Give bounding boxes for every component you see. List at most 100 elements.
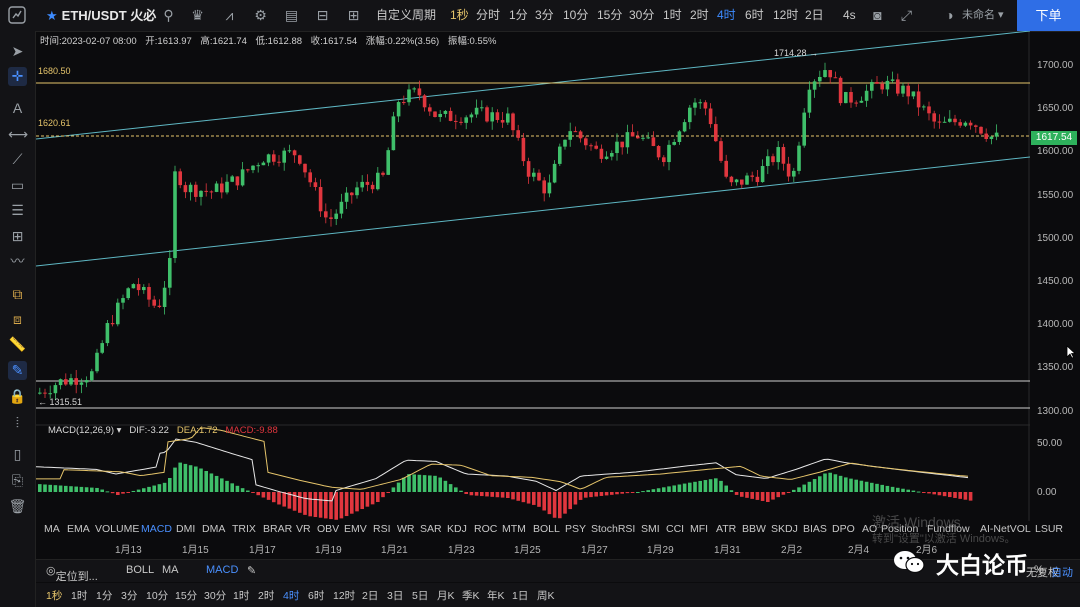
indicator-tab[interactable]: BRAR bbox=[263, 523, 293, 535]
period-tab[interactable]: 1秒 bbox=[450, 8, 469, 22]
bottom-period-tab[interactable]: 3分 bbox=[121, 590, 138, 602]
indicator-tab[interactable]: PSY bbox=[565, 523, 587, 535]
indicator-tab[interactable]: LSUR bbox=[1035, 523, 1064, 535]
drawing-list-icon[interactable]: ⎘ bbox=[11, 472, 24, 488]
bottom-period-tab[interactable]: 年K bbox=[487, 590, 505, 602]
period-tab[interactable]: 2时 bbox=[690, 8, 709, 22]
bottom-period-tab[interactable]: 6时 bbox=[308, 590, 325, 602]
indicator-tab[interactable]: DMI bbox=[176, 523, 196, 535]
period-tab[interactable]: 分时 bbox=[476, 8, 501, 22]
indicator-tab[interactable]: RSI bbox=[373, 523, 391, 535]
indicator-tab[interactable]: BBW bbox=[742, 523, 766, 535]
indicator-tab[interactable]: ATR bbox=[716, 523, 737, 535]
indicator-tab[interactable]: EMA bbox=[67, 523, 90, 535]
indicator-tab[interactable]: StochRSI bbox=[591, 523, 636, 535]
crosshair-icon[interactable]: ✛ bbox=[8, 67, 27, 86]
period-tab[interactable]: 15分 bbox=[597, 8, 623, 22]
wave-tool-icon[interactable]: 〰 bbox=[10, 253, 25, 269]
macd-legend[interactable]: MACD(12,26,9) ▾ DIF:-3.22 DEA:1.72 MACD:… bbox=[48, 425, 278, 436]
indicator-tab[interactable]: DPO bbox=[832, 523, 855, 535]
indicator-tab[interactable]: WR bbox=[397, 523, 415, 535]
lock-icon[interactable]: 🔒 bbox=[8, 388, 27, 404]
indicator-tab[interactable]: DMA bbox=[202, 523, 226, 535]
boll-button[interactable]: BOLL bbox=[126, 564, 155, 576]
indicator-tab[interactable]: Fundflow bbox=[927, 523, 970, 535]
period-tab[interactable]: 30分 bbox=[629, 8, 655, 22]
edit-indicator-icon[interactable]: ✎ bbox=[247, 565, 257, 577]
chart-type-icon[interactable]: ⩘ bbox=[225, 7, 234, 23]
bottom-period-tab[interactable]: 30分 bbox=[204, 590, 227, 602]
symbol-selector[interactable]: ★ ETH/USDT 火必 bbox=[46, 8, 157, 23]
indicator-tab[interactable]: SMI bbox=[641, 523, 660, 535]
indicator-tab[interactable]: VOLUME bbox=[95, 523, 140, 535]
account-icon[interactable]: ◑ bbox=[945, 7, 954, 23]
period-tab[interactable]: 1分 bbox=[509, 8, 528, 22]
order-button[interactable]: 下单 bbox=[1017, 0, 1080, 31]
refresh-interval[interactable]: 4s bbox=[843, 8, 856, 22]
trend-line-icon[interactable]: ⟋ bbox=[12, 151, 23, 167]
settings-gear-icon[interactable]: ⚙ bbox=[254, 7, 267, 23]
favorite-star-icon[interactable]: ★ bbox=[46, 8, 58, 23]
bottom-period-tab[interactable]: 周K bbox=[537, 590, 555, 602]
bottom-period-tab[interactable]: 2时 bbox=[258, 590, 275, 602]
layout-icon[interactable]: ⊟ bbox=[316, 7, 329, 23]
period-tab[interactable]: 2日 bbox=[805, 8, 824, 22]
text-tool-icon[interactable]: A bbox=[12, 100, 23, 116]
bottom-period-tab[interactable]: 15分 bbox=[175, 590, 198, 602]
indicator-tab[interactable]: VR bbox=[296, 523, 311, 535]
indicator-tab[interactable]: CCI bbox=[666, 523, 685, 535]
bottom-period-tab[interactable]: 季K bbox=[462, 590, 480, 602]
bottom-period-tab[interactable]: 5日 bbox=[412, 590, 429, 602]
indicator-tab[interactable]: EMV bbox=[344, 523, 367, 535]
candlestick-chart[interactable] bbox=[36, 31, 1030, 521]
parallel-channel-icon[interactable]: ☰ bbox=[11, 202, 24, 218]
bottom-period-tab[interactable]: 2日 bbox=[362, 590, 379, 602]
bottom-period-tab[interactable]: 1时 bbox=[71, 590, 88, 602]
indicator-tab[interactable]: Position bbox=[881, 523, 919, 535]
grid-layout-icon[interactable]: ⊞ bbox=[347, 7, 360, 23]
bottom-period-tab[interactable]: 4时 bbox=[283, 590, 300, 602]
indicator-tab[interactable]: MFI bbox=[690, 523, 709, 535]
bottom-period-tab[interactable]: 12时 bbox=[333, 590, 356, 602]
bottom-period-tab[interactable]: 1时 bbox=[233, 590, 250, 602]
horizontal-line-icon[interactable]: ⟷ bbox=[8, 126, 29, 142]
bottom-period-tab[interactable]: 1日 bbox=[512, 590, 529, 602]
template-icon[interactable]: ▤ bbox=[284, 7, 299, 23]
period-tab[interactable]: 12时 bbox=[773, 8, 799, 22]
bottom-period-tab[interactable]: 1分 bbox=[96, 590, 113, 602]
indicator-tab[interactable]: MA bbox=[44, 523, 60, 535]
period-tab[interactable]: 1时 bbox=[663, 8, 682, 22]
adjust-button[interactable]: 无复权 bbox=[1026, 567, 1059, 579]
cursor-arrow-icon[interactable]: ➤ bbox=[11, 43, 24, 59]
indicator-tab[interactable]: ROC bbox=[474, 523, 498, 535]
indicator-tab[interactable]: OBV bbox=[317, 523, 340, 535]
bottom-period-tab[interactable]: 3日 bbox=[387, 590, 404, 602]
indicator-tab[interactable]: MACD bbox=[141, 523, 172, 535]
indicator-tab[interactable]: BIAS bbox=[803, 523, 827, 535]
indicator-tab[interactable]: AO bbox=[862, 523, 878, 535]
macd-button[interactable]: MACD bbox=[206, 564, 239, 576]
magnet-icon[interactable]: ⧈ bbox=[13, 311, 22, 327]
locate-button[interactable]: ◎ 定位到... bbox=[46, 565, 98, 583]
bottom-period-tab[interactable]: 1秒 bbox=[46, 590, 63, 602]
indicator-tab[interactable]: BOLL bbox=[533, 523, 560, 535]
show-hide-icon[interactable]: ⦙ bbox=[15, 414, 20, 430]
fib-grid-icon[interactable]: ⊞ bbox=[11, 228, 24, 244]
brush-icon[interactable]: ✎ bbox=[8, 361, 27, 380]
period-tab[interactable]: 4时 bbox=[717, 8, 736, 22]
bottom-period-tab[interactable]: 10分 bbox=[146, 590, 169, 602]
rectangle-tool-icon[interactable]: ▭ bbox=[10, 177, 25, 193]
pattern-tool-icon[interactable]: ⧉ bbox=[12, 286, 23, 302]
notes-icon[interactable]: ▯ bbox=[13, 446, 22, 462]
search-icon[interactable]: ⚲ bbox=[163, 7, 174, 23]
period-tab[interactable]: 6时 bbox=[745, 8, 764, 22]
custom-period-button[interactable]: 自定义周期 bbox=[376, 8, 437, 22]
period-tab[interactable]: 3分 bbox=[535, 8, 554, 22]
percent-button[interactable]: % bbox=[1034, 564, 1044, 576]
camera-icon[interactable]: ◙ bbox=[873, 7, 882, 23]
indicator-tab[interactable]: MTM bbox=[502, 523, 526, 535]
trash-icon[interactable]: 🗑 bbox=[8, 498, 27, 514]
indicator-crown-icon[interactable]: ♛ bbox=[191, 7, 204, 23]
auto-button[interactable]: 自动 bbox=[1051, 567, 1073, 579]
account-name[interactable]: 未命名 ▾ bbox=[962, 9, 1004, 21]
